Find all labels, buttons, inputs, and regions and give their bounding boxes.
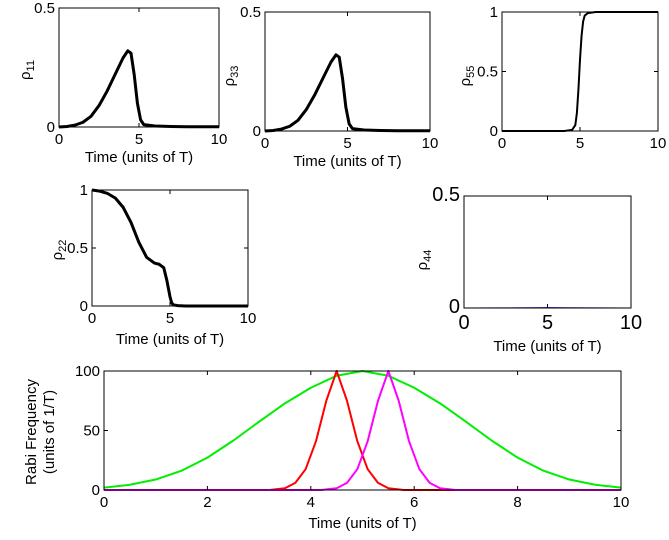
y-axis-label-symbol: ρ	[457, 78, 474, 87]
y-tick-label: 0	[449, 296, 460, 318]
x-tick-label: 5	[166, 310, 174, 327]
y-axis-label: ρ55	[457, 66, 477, 87]
series-line-rabi-1	[104, 370, 621, 491]
plot-frame-rabi	[103, 370, 622, 491]
y-tick-label: 100	[75, 363, 100, 380]
chart-rho55: 0 5 10 0 0.5 1 ρ55	[457, 4, 666, 152]
series-line-rabi-0	[103, 370, 622, 489]
series-line-rho22-0	[91, 188, 248, 308]
y-tick-label: 0	[253, 123, 261, 140]
y-axis-label: ρ11	[17, 60, 37, 80]
series-line-rho55-0	[502, 11, 658, 132]
y-tick-label: 1	[80, 182, 88, 199]
x-tick-label: 5	[135, 131, 143, 148]
y-axis-label-symbol: ρ	[17, 71, 34, 80]
x-axis-label: Time (units of T)	[85, 149, 193, 166]
x-tick-label: 0	[100, 494, 108, 511]
y-axis-label-line2: (units of 1/T)	[41, 390, 58, 474]
y-tick-label: 0	[92, 482, 100, 499]
x-tick-label: 0	[55, 131, 63, 148]
x-tick-label: 2	[203, 494, 211, 511]
y-axis-label: ρ44	[414, 250, 434, 271]
y-tick-label: 0.5	[67, 240, 88, 257]
x-axis-label: Time (units of T)	[116, 331, 224, 348]
x-tick-label: 10	[613, 494, 630, 511]
x-tick-label: 0	[458, 312, 469, 334]
series-line-rho11-0	[58, 49, 219, 129]
x-axis-label: Time (units of T)	[493, 338, 601, 355]
y-axis-label-symbol: ρ	[49, 252, 66, 261]
chart-rho33: 0 5 10 0 0.5 Time (units of T) ρ33	[221, 4, 438, 170]
y-axis-label: ρ33	[221, 66, 241, 87]
x-tick-label: 8	[513, 494, 521, 511]
x-tick-label: 10	[620, 312, 642, 334]
y-tick-label: 0	[80, 298, 88, 315]
y-axis-label-line1: Rabi Frequency	[23, 379, 40, 485]
y-tick-label: 50	[83, 423, 100, 440]
y-axis-label-symbol: ρ	[221, 78, 238, 87]
y-axis-label-subscript: 55	[465, 66, 477, 78]
y-axis-label-subscript: 22	[57, 240, 69, 252]
x-axis-label: Time (units of T)	[308, 515, 416, 532]
series-line-rabi-2	[104, 370, 621, 491]
x-tick-label: 10	[422, 135, 439, 152]
x-tick-label: 6	[410, 494, 418, 511]
x-tick-label: 5	[542, 312, 553, 334]
chart-rho44: 0 5 10 0 0.5 Time (units of T) ρ44	[414, 184, 642, 355]
x-tick-label: 0	[88, 310, 96, 327]
x-tick-label: 10	[650, 135, 667, 152]
y-tick-label: 0.5	[240, 4, 261, 21]
x-axis-label: Time (units of T)	[293, 153, 401, 170]
y-axis-label: ρ22	[49, 240, 69, 261]
x-tick-label: 0	[261, 135, 269, 152]
chart-rho11: 0 5 10 0 0.5 Time (units of T) ρ11	[17, 0, 227, 166]
x-tick-label: 4	[307, 494, 315, 511]
y-axis-label-subscript: 11	[25, 60, 37, 71]
chart-rho22: 0 5 10 0 0.5 1 Time (units of T) ρ22	[49, 182, 256, 348]
x-tick-label: 5	[343, 135, 351, 152]
x-tick-label: 5	[576, 135, 584, 152]
y-tick-label: 0.5	[432, 184, 460, 206]
plot-frame-rho22	[91, 189, 249, 307]
series-line-rho33-0	[264, 53, 430, 133]
y-tick-label: 0.5	[34, 0, 55, 17]
x-tick-label: 0	[498, 135, 506, 152]
y-tick-label: 0.5	[477, 64, 498, 81]
y-tick-label: 1	[490, 4, 498, 21]
y-tick-label: 0	[490, 123, 498, 140]
y-axis-label-subscript: 44	[422, 250, 434, 262]
y-axis-label-symbol: ρ	[414, 262, 431, 271]
x-tick-label: 10	[240, 310, 257, 327]
y-axis-label-subscript: 33	[229, 66, 241, 78]
x-tick-label: 10	[211, 131, 228, 148]
plot-frame-rho44	[463, 195, 632, 309]
y-tick-label: 0	[47, 119, 55, 136]
